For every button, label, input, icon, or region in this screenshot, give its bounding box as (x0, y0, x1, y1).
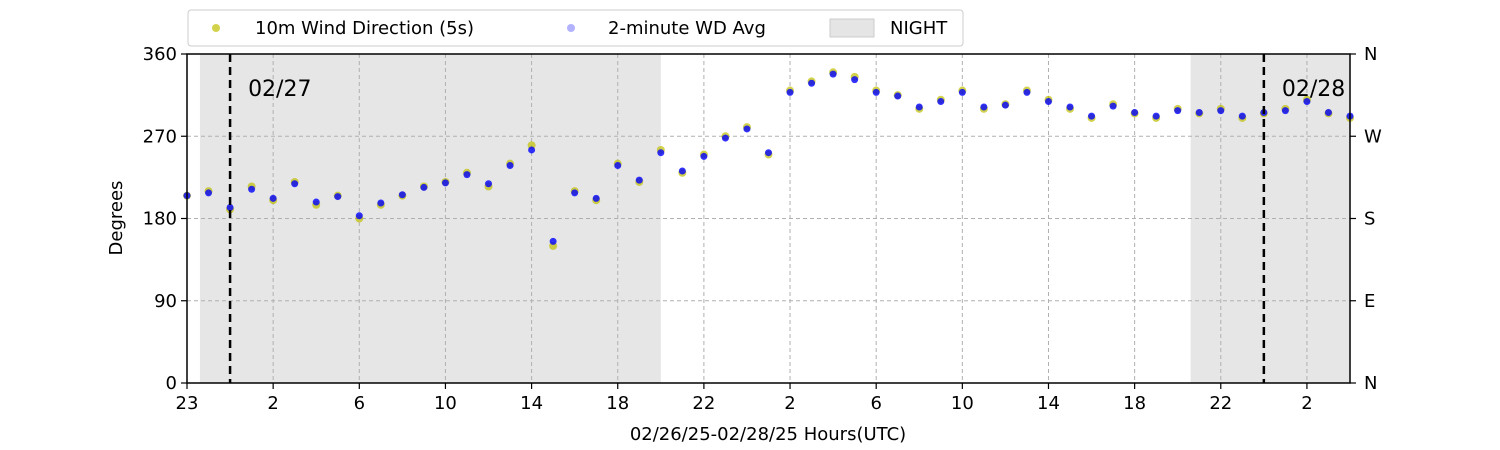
data-point (1195, 108, 1203, 116)
y-axis-label: Degrees (106, 181, 127, 256)
data-point (1238, 112, 1246, 120)
legend-label-wd-avg: 2-minute WD Avg (608, 18, 766, 39)
plot-area: 02/27 02/28 (183, 53, 1354, 384)
x-tick-label: 14 (520, 393, 543, 414)
data-point (485, 180, 493, 188)
y-axis-right: N E S W N (1350, 44, 1382, 394)
y2-tick-label: W (1364, 126, 1382, 147)
y-tick-label: 360 (143, 44, 177, 65)
data-point (441, 179, 449, 187)
data-point (808, 79, 816, 87)
data-point (743, 125, 751, 133)
x-tick-label: 2 (784, 393, 795, 414)
series-2min-wd-avg (183, 70, 1354, 245)
x-axis: 23 2 6 10 14 18 22 2 6 10 14 18 22 2 (176, 383, 1313, 414)
data-point (463, 171, 471, 179)
y2-tick-label: E (1364, 291, 1375, 312)
x-tick-label: 2 (267, 393, 278, 414)
data-point (657, 149, 665, 157)
date-markers-layer: 02/27 02/28 (228, 54, 1345, 383)
data-point (398, 191, 406, 199)
data-point (528, 146, 536, 154)
data-point (248, 185, 256, 193)
y-axis-left: 0 90 180 270 360 (143, 44, 187, 394)
data-point (872, 88, 880, 96)
legend: 10m Wind Direction (5s) 2-minute WD Avg … (187, 9, 964, 47)
data-point (765, 149, 772, 157)
data-point (205, 189, 213, 197)
x-tick-label: 6 (354, 393, 365, 414)
data-point (291, 180, 299, 188)
data-point (1324, 108, 1332, 116)
y-tick-label: 270 (143, 126, 177, 147)
data-point (700, 152, 708, 160)
x-tick-label: 18 (1123, 393, 1146, 414)
x-tick-label: 10 (951, 393, 974, 414)
data-point (980, 103, 988, 111)
date-marker-label: 02/27 (248, 77, 311, 102)
data-point (377, 199, 385, 207)
data-point (894, 92, 902, 100)
x-tick-label: 6 (870, 393, 881, 414)
data-point (1023, 88, 1031, 96)
data-point (420, 183, 428, 191)
legend-marker-wd-avg (567, 24, 575, 32)
data-point (958, 88, 966, 96)
night-band-0 (199, 54, 661, 383)
legend-box (187, 9, 964, 47)
legend-marker-wind-direction (212, 24, 220, 32)
y2-tick-label: N (1364, 373, 1377, 394)
grid-layer (187, 54, 1350, 383)
data-point (226, 204, 234, 212)
y-tick-label: 0 (166, 373, 177, 394)
data-point (678, 167, 686, 175)
y-tick-label: 180 (143, 209, 177, 230)
data-point (355, 212, 363, 220)
data-point (1303, 98, 1311, 106)
data-point (1217, 107, 1225, 115)
night-band-1 (1190, 54, 1350, 383)
data-point (1044, 98, 1052, 106)
data-point (1152, 112, 1160, 120)
data-point (1109, 102, 1117, 110)
data-point (1131, 108, 1139, 116)
data-point (614, 161, 622, 169)
data-point (1088, 112, 1096, 120)
data-point (334, 193, 342, 201)
data-point (312, 198, 320, 206)
data-point (721, 134, 729, 142)
data-point (1281, 107, 1289, 115)
data-point (1001, 101, 1009, 109)
data-point (829, 70, 837, 78)
data-point (506, 161, 514, 169)
x-tick-label: 10 (434, 393, 457, 414)
data-point (269, 194, 277, 202)
x-tick-label: 22 (692, 393, 715, 414)
y2-tick-label: S (1364, 209, 1375, 230)
x-tick-label: 14 (1037, 393, 1060, 414)
x-tick-label: 2 (1301, 393, 1312, 414)
data-point (937, 98, 945, 106)
x-tick-label: 22 (1209, 393, 1232, 414)
data-point (851, 76, 859, 84)
y2-tick-label: N (1364, 44, 1377, 65)
data-point (592, 194, 600, 202)
legend-label-night: NIGHT (890, 18, 948, 39)
legend-label-wind-direction: 10m Wind Direction (5s) (255, 18, 474, 39)
x-tick-label: 23 (176, 393, 199, 414)
x-tick-label: 18 (606, 393, 629, 414)
data-point (1174, 107, 1182, 115)
data-point (1066, 103, 1074, 111)
y-tick-label: 90 (154, 291, 177, 312)
date-marker-label: 02/28 (1282, 77, 1345, 102)
data-point (635, 176, 643, 184)
data-point (571, 189, 579, 197)
data-point (786, 88, 794, 96)
legend-patch-night (829, 18, 875, 38)
data-point (549, 237, 557, 245)
data-point (915, 103, 923, 111)
x-axis-label: 02/26/25-02/28/25 Hours(UTC) (630, 424, 906, 445)
